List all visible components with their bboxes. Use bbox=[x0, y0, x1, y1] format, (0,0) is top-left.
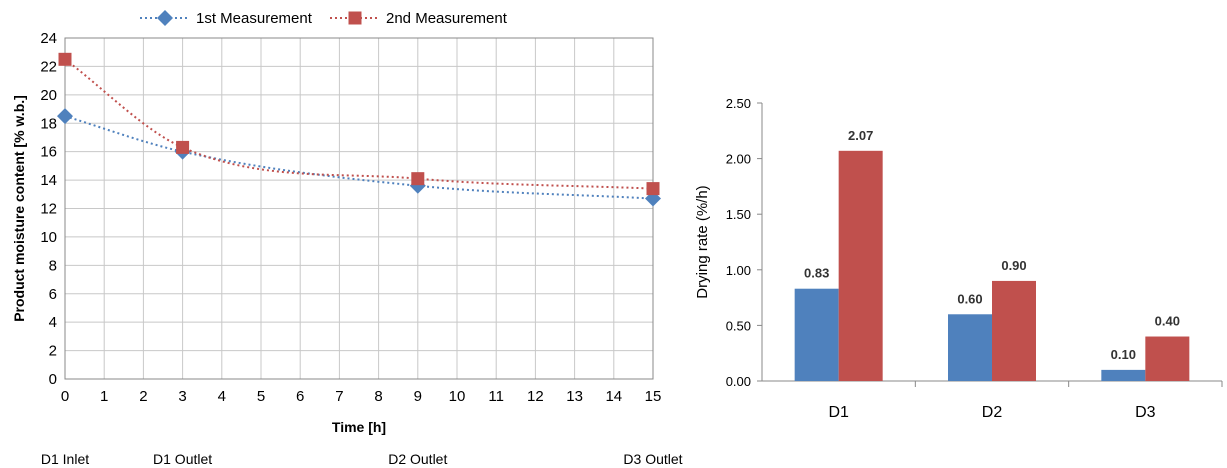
y-tick-label: 14 bbox=[40, 172, 57, 189]
y-tick-label: 8 bbox=[49, 257, 57, 274]
bar-series-2 bbox=[1145, 336, 1190, 381]
bar-series-1 bbox=[948, 314, 992, 381]
x-tick-label: 8 bbox=[374, 388, 382, 405]
x-axis-title: Time [h] bbox=[332, 419, 386, 435]
data-point-series-1 bbox=[57, 108, 73, 125]
y-tick-label: 12 bbox=[40, 201, 57, 218]
y-tick-label: 24 bbox=[40, 30, 57, 47]
x-tick-label: 7 bbox=[335, 388, 343, 405]
data-point-series-2 bbox=[646, 182, 660, 196]
y-tick-label: 0 bbox=[49, 371, 57, 388]
y-axis-title: Product moisture content [% w.b.] bbox=[11, 95, 27, 322]
bar-series-2 bbox=[838, 150, 883, 381]
legend-label-1: 1st Measurement bbox=[196, 10, 313, 27]
y-axis-title: Drying rate (%/h) bbox=[694, 185, 711, 298]
y-tick-label: 16 bbox=[40, 144, 57, 161]
category-label: D1 bbox=[828, 404, 849, 421]
category-label: D2 bbox=[982, 404, 1003, 421]
plot-area-border bbox=[64, 37, 654, 380]
legend-label-2: 2nd Measurement bbox=[386, 10, 508, 27]
bar-series-2 bbox=[992, 280, 1036, 381]
y-tick-label: 22 bbox=[40, 58, 57, 75]
data-label: 0.60 bbox=[957, 291, 982, 306]
x-tick-label: 0 bbox=[61, 388, 69, 405]
moisture-line-chart: 0 1 2 3 4 5 6 7 8 9 10 11 12 13 14 15024681012141618202… bbox=[11, 10, 683, 467]
x-tick-label: 2 bbox=[139, 388, 147, 405]
y-tick-label: 2.00 bbox=[726, 152, 751, 167]
x-tick-label: 9 bbox=[414, 388, 422, 405]
y-tick-label: 18 bbox=[40, 115, 57, 132]
bar-series-1 bbox=[1101, 369, 1146, 381]
x-tick-label: 4 bbox=[218, 388, 226, 405]
y-tick-label: 6 bbox=[49, 286, 57, 303]
data-label: 0.83 bbox=[804, 266, 829, 281]
data-label: 0.40 bbox=[1155, 314, 1180, 329]
y-tick-label: 2.50 bbox=[726, 96, 751, 111]
legend-marker-2 bbox=[348, 11, 362, 25]
y-tick-label: 4 bbox=[49, 314, 57, 331]
y-tick-label: 0.00 bbox=[726, 374, 751, 389]
y-tick-label: 20 bbox=[40, 87, 57, 104]
data-point-series-2 bbox=[176, 140, 190, 154]
y-tick-label: 2 bbox=[49, 343, 57, 360]
x-tick-label: 5 bbox=[257, 388, 265, 405]
stage-label: D1 Outlet bbox=[153, 451, 212, 467]
series-line-2 bbox=[64, 58, 654, 190]
x-tick-label: 3 bbox=[178, 388, 186, 405]
series-line-1 bbox=[64, 115, 654, 200]
x-tick-label: 10 bbox=[449, 388, 466, 405]
stage-label: D1 Inlet bbox=[41, 451, 89, 467]
x-tick-label: 1 bbox=[100, 388, 108, 405]
y-tick-label: 1.00 bbox=[726, 263, 751, 278]
bar-series-1 bbox=[794, 288, 839, 381]
x-tick-label: 13 bbox=[566, 388, 583, 405]
stage-label: D2 Outlet bbox=[388, 451, 447, 467]
y-tick-label: 0.50 bbox=[726, 318, 751, 333]
y-tick-label: 1.50 bbox=[726, 207, 751, 222]
x-tick-label: 11 bbox=[488, 388, 504, 405]
data-label: 0.10 bbox=[1111, 347, 1136, 362]
legend-marker-1 bbox=[157, 10, 173, 26]
data-point-series-2 bbox=[58, 52, 72, 66]
x-tick-label: 14 bbox=[605, 388, 622, 405]
x-tick-label: 12 bbox=[527, 388, 544, 405]
data-label: 2.07 bbox=[848, 128, 873, 143]
y-tick-label: 10 bbox=[40, 229, 57, 246]
x-tick-label: 15 bbox=[645, 388, 662, 405]
data-label: 0.90 bbox=[1001, 258, 1026, 273]
category-label: D3 bbox=[1135, 404, 1156, 421]
data-point-series-2 bbox=[411, 172, 425, 186]
stage-label: D3 Outlet bbox=[623, 451, 682, 467]
x-tick-label: 6 bbox=[296, 388, 304, 405]
drying-rate-bar-chart: 0.00 0.50 1.00 1.50 2.00 2.50 Drying rate (%/h… bbox=[694, 96, 1223, 421]
